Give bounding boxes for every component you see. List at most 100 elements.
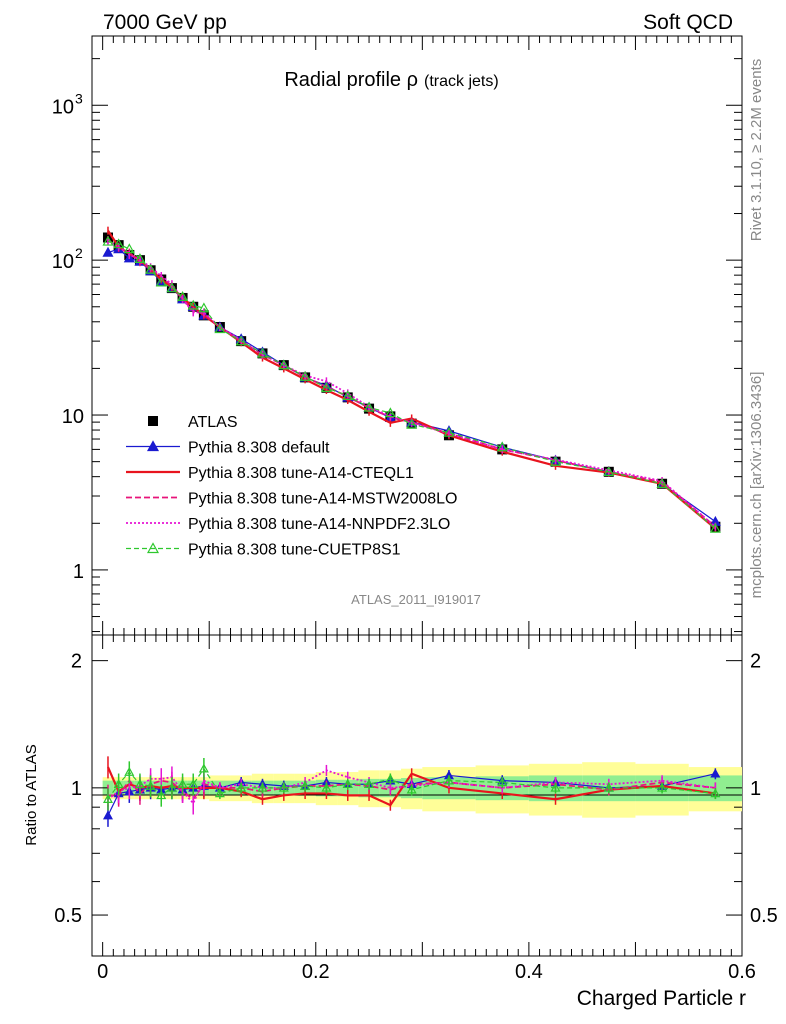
ratio-point-cuetp8s1 [188,778,199,789]
ratio-point-cuetp8s1 [385,773,396,783]
ratio-point-cuetp8s1 [657,782,668,792]
ratio-point-cuetp8s1 [124,766,135,776]
ratio-ytick-label-right: 0.5 [750,905,778,927]
point-cuetp8s1 [187,299,199,310]
point-cuetp8s1 [214,323,226,334]
ratio-point-cuetp8s1 [364,778,375,789]
main-ytick-label-exponent: 2 [75,245,83,261]
point-cuetp8s1 [443,426,455,437]
point-cuetp8s1 [198,302,210,313]
point-cuetp8s1 [550,455,562,466]
ratio-series-cuetp8s1 [102,758,721,811]
main-ytick-label: 10 [52,251,74,273]
legend-label: Pythia 8.308 tune-A14-CTEQL1 [188,465,414,482]
main-series [102,226,721,533]
chart-title: Radial profile ρ [284,69,418,91]
ratio-point-cuetp8s1 [300,780,311,790]
point-cuetp8s1 [299,370,311,381]
ratio-line-mstw [107,779,716,801]
ratio-ytick-label-left: 1 [71,778,82,800]
ratio-point-cuetp8s1 [321,782,332,792]
main-ytick-label: 1 [73,561,84,583]
point-cuetp8s1 [113,238,125,249]
ratio-point-cuetp8s1 [177,778,188,789]
ratio-point-cuetp8s1 [257,782,268,792]
point-cuetp8s1 [363,401,375,412]
legend-marker [148,416,158,426]
point-cuetp8s1 [155,276,167,287]
xtick-label: 0.6 [728,961,756,983]
ratio-point-cuetp8s1 [236,782,247,792]
series-line-cuetp8s1 [107,240,716,529]
xtick-label: 0.2 [302,961,330,983]
ratio-ticks [92,635,743,956]
ratio-line-cuetp8s1 [107,767,716,800]
ratio-point-cuetp8s1 [156,790,167,800]
ratio-series [102,756,721,827]
point-cuetp8s1 [603,466,615,476]
ratio-point-default [710,768,721,778]
legend-entry-atlas: ATLAS [148,414,238,431]
rivet-label: Rivet 3.1.10, ≥ 2.2M events [748,59,765,242]
legend-label: Pythia 8.308 tune-A14-MSTW2008LO [188,491,457,508]
main-frame [91,35,743,636]
point-cuetp8s1 [384,407,396,418]
ratio-ytick-label-right: 1 [750,778,761,800]
legend-entry-default: Pythia 8.308 default [126,440,330,457]
ratio-point-cuetp8s1 [102,793,114,804]
point-cuetp8s1 [278,359,290,370]
ratio-point-cuetp8s1 [145,780,156,790]
analysis-watermark: ATLAS_2011_I919017 [351,592,481,607]
ratio-tick-labels: 0.5 0.5 1 1 2 2 [54,651,778,927]
ratio-ytick-label-right: 2 [750,651,761,673]
point-cuetp8s1 [496,441,508,452]
ratio-point-cuetp8s1 [113,778,124,789]
point-cuetp8s1 [342,390,354,401]
main-ytick-label: 10 [62,406,84,428]
ratio-line-nnpdf [107,769,716,805]
header-category: Soft QCD [643,11,733,34]
legend-entry-nnpdf: Pythia 8.308 tune-A14-NNPDF2.3LO [126,516,450,533]
ratio-point-cuetp8s1 [166,782,177,792]
mcplots-label: mcplots.cern.ch [arXiv:1306.3436] [748,372,765,599]
legend-marker [146,542,160,554]
point-cuetp8s1 [256,347,269,358]
legend-label: Pythia 8.308 tune-A14-NNPDF2.3LO [188,516,450,533]
point-cuetp8s1 [235,335,247,346]
legend-label: Pythia 8.308 default [188,440,330,457]
point-cuetp8s1 [166,282,178,293]
ratio-point-cuetp8s1 [214,788,225,798]
legend-label: Pythia 8.308 tune-CUETP8S1 [188,542,401,559]
legend-label: ATLAS [188,414,238,431]
xtick-label: 0.4 [515,961,543,983]
xtick-label: 0 [97,961,108,983]
ratio-panel: 0.5 0.5 1 1 2 2 Ratio to ATLAS [23,634,778,957]
ratio-point-cuetp8s1 [406,784,417,794]
legend-entry-cteql1: Pythia 8.308 tune-A14-CTEQL1 [126,465,414,482]
legend: ATLAS Pythia 8.308 default Pythia 8.308 tu… [126,414,457,559]
header-energy: 7000 GeV pp [103,11,227,34]
point-cuetp8s1 [406,418,418,429]
ratio-point-cuetp8s1 [278,782,289,792]
xtick-labels: 0 0.2 0.4 0.6 [97,961,756,983]
ratio-point-cuetp8s1 [550,782,561,792]
ratio-point-cuetp8s1 [710,788,721,798]
legend-entry-cuetp8s1: Pythia 8.308 tune-CUETP8S1 [126,542,401,559]
point-default [102,246,114,257]
legend-entry-mstw: Pythia 8.308 tune-A14-MSTW2008LO [126,491,457,508]
ratio-point-cuetp8s1 [198,763,209,773]
ratio-ytick-label-left: 2 [71,651,82,673]
main-ytick-label-exponent: 3 [75,90,83,106]
ratio-point-cuetp8s1 [497,777,508,787]
ratio-ylabel: Ratio to ATLAS [23,744,40,845]
point-cuetp8s1 [320,382,332,392]
point-cuetp8s1 [709,522,721,533]
series-cuetp8s1 [102,235,721,533]
point-cuetp8s1 [177,291,189,301]
point-cuetp8s1 [656,478,668,488]
x-axis-label: Charged Particle r [577,987,746,1010]
chart-subtitle: (track jets) [424,73,499,90]
